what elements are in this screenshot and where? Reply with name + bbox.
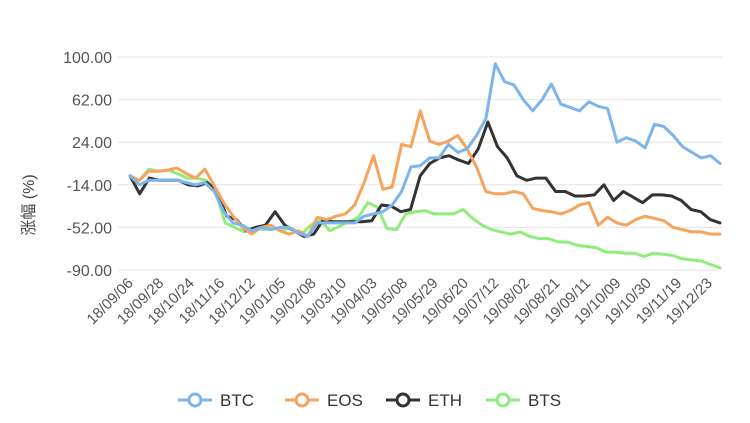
- y-axis: 100.00 62.00 24.00 -14.00 -52.00 -90.00: [63, 50, 112, 280]
- y-axis-title: 涨幅 (%): [20, 174, 38, 235]
- legend-marker: [495, 392, 511, 408]
- y-tick-label: -90.00: [67, 263, 112, 280]
- y-tick-label: 100.00: [63, 50, 112, 67]
- series-lines: [128, 62, 722, 270]
- y-tick-label: 24.00: [72, 135, 112, 152]
- legend-label: BTS: [528, 391, 561, 410]
- legend-marker: [294, 392, 310, 408]
- y-tick-label: 62.00: [72, 93, 112, 110]
- x-axis: 18/09/0618/09/2818/10/2418/11/1618/12/12…: [84, 275, 716, 328]
- legend-marker: [187, 392, 203, 408]
- y-tick-label: -52.00: [67, 220, 112, 237]
- legend-item-eth[interactable]: ETH: [386, 391, 462, 410]
- legend-item-btc[interactable]: BTC: [178, 391, 254, 410]
- series-line-eos: [128, 109, 722, 238]
- legend-label: EOS: [327, 391, 363, 410]
- legend-item-eos[interactable]: EOS: [285, 391, 363, 410]
- series-line-btc: [128, 62, 722, 238]
- legend-marker: [395, 392, 411, 408]
- legend: BTC EOS ETH BTS: [178, 391, 561, 410]
- legend-label: BTC: [220, 391, 254, 410]
- y-tick-label: -14.00: [67, 178, 112, 195]
- gridlines: [118, 56, 722, 271]
- legend-label: ETH: [428, 391, 462, 410]
- legend-item-bts[interactable]: BTS: [486, 391, 561, 410]
- series-line-bts: [128, 167, 722, 270]
